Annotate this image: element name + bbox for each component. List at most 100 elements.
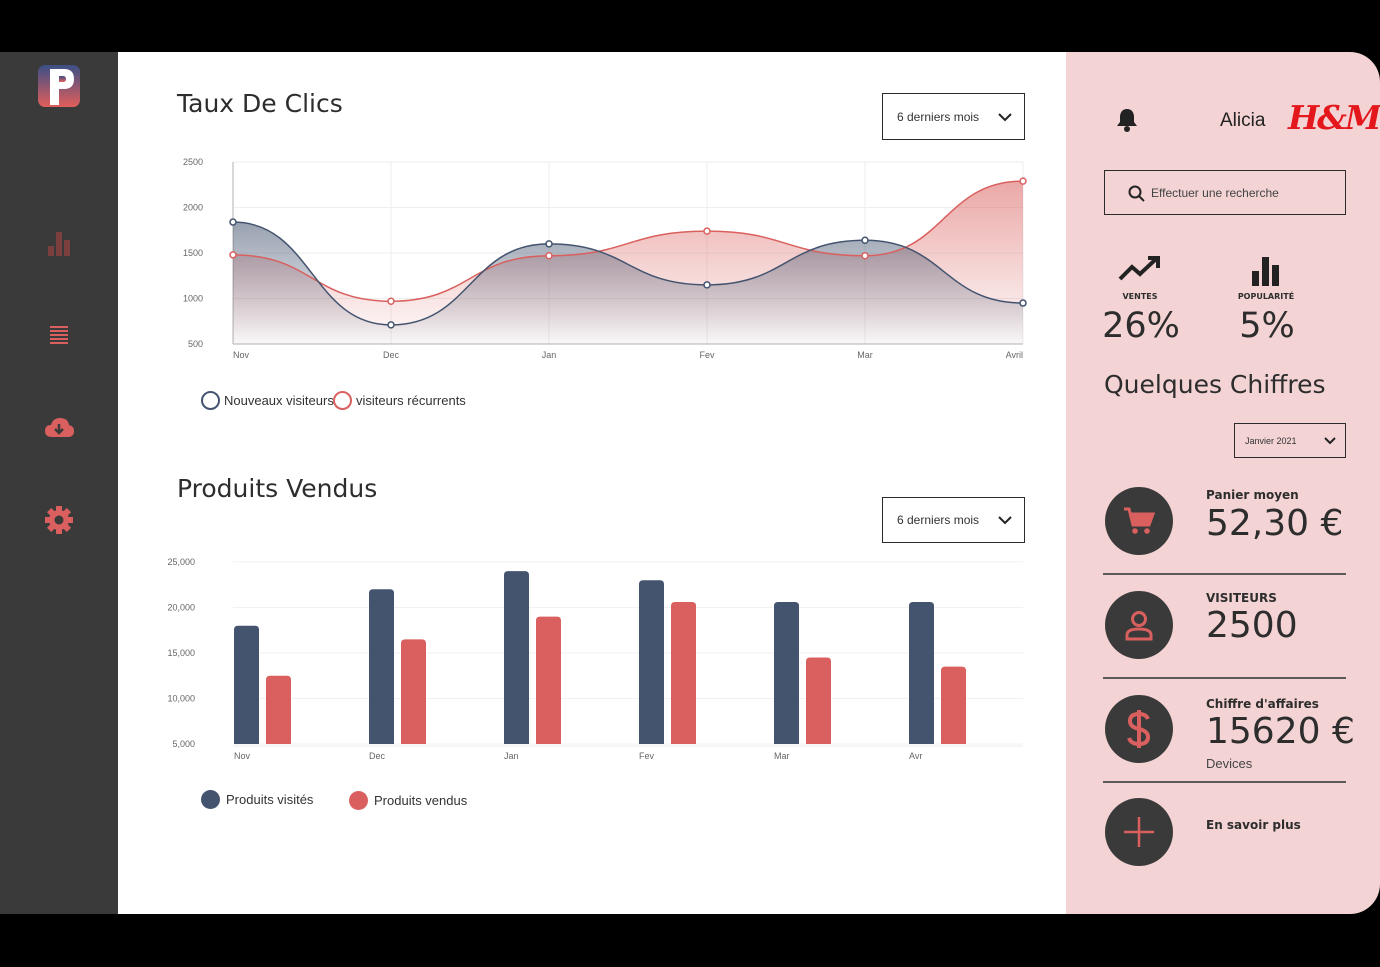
search-icon [1128,185,1145,202]
x-tick-label: Jan [542,350,557,360]
series-area [233,222,1023,344]
dollar-icon-badge [1105,695,1173,763]
clicks-period-select[interactable]: 6 derniers mois [882,93,1025,140]
stat-label: VENTES [1122,292,1158,301]
y-tick-label: 1000 [183,294,203,304]
main-content: Taux De Clics 6 derniers mois 2500 2000 15… [118,52,1066,914]
list-icon[interactable] [43,320,75,352]
legend-marker [349,791,368,810]
y-tick-label: 500 [188,339,203,349]
user-name[interactable]: Alicia [1220,110,1266,131]
bar [806,657,831,744]
y-tick-label: 1500 [183,248,203,258]
legend-returning-visitors[interactable]: visiteurs récurrents [333,391,466,410]
sales-chart-title: Produits Vendus [177,474,378,503]
gear-icon[interactable] [43,504,75,536]
data-point [387,321,395,329]
y-tick-label: 15,000 [167,648,195,658]
legend-label: visiteurs récurrents [356,393,466,408]
data-point [703,281,711,289]
kpi-label: Chiffre d'affaires [1206,697,1319,711]
cart-icon-badge [1105,487,1173,555]
sales-bar-chart: 25,000 20,000 15,000 10,000 5,000 Nov Dec Jan Fe… [167,557,1023,761]
search-placeholder: Effectuer une recherche [1151,185,1279,200]
data-point [387,297,395,305]
series-line [232,180,1024,302]
kpi-sub: Devices [1206,756,1253,771]
search-input[interactable]: Effectuer une recherche [1104,170,1346,215]
x-tick-label: Fev [639,751,655,761]
x-tick-label: Nov [233,350,250,360]
data-point [1019,299,1027,307]
bar-chart-icon[interactable] [43,228,75,260]
x-tick-label: Jan [504,751,519,761]
user-icon-badge [1105,591,1173,659]
divider [1103,573,1346,575]
month-select[interactable]: Janvier 2021 [1234,423,1346,458]
bell-icon[interactable] [1115,107,1139,137]
app-logo[interactable] [38,65,80,107]
user-icon [1125,611,1153,641]
y-tick-label: 20,000 [167,603,195,613]
data-point [703,227,711,235]
x-tick-label: Dec [369,751,386,761]
bar-chart-icon [1250,255,1282,291]
y-tick-label: 25,000 [167,557,195,567]
bar [401,639,426,744]
clicks-period-value: 6 derniers mois [897,109,980,124]
y-tick-label: 2500 [183,157,203,167]
x-tick-label: Fev [699,350,715,360]
data-point [229,251,237,259]
trending-up-icon [1118,255,1162,287]
data-point [861,236,869,245]
x-tick-label: Avr [909,751,922,761]
data-point [545,240,553,248]
data-point [1019,177,1027,185]
kpi-value: 2500 [1206,605,1298,646]
divider [1103,781,1346,783]
chevron-down-icon [1324,436,1336,444]
legend-marker [201,790,220,809]
bar [671,602,696,744]
clicks-area-chart: 2500 2000 1500 1000 500 Nov Dec Jan Fev Mar Avril [183,157,1027,360]
bar [504,571,529,744]
cloud-download-icon[interactable] [43,412,75,444]
legend-new-visitors[interactable]: Nouveaux visiteurs [201,391,334,410]
y-tick-label: 5,000 [172,739,195,749]
plus-icon [1124,817,1154,847]
app-window: Taux De Clics 6 derniers mois 2500 2000 15… [0,52,1380,914]
more-info-label[interactable]: En savoir plus [1206,818,1301,832]
more-info-button[interactable] [1105,798,1173,866]
cart-icon [1124,507,1156,534]
stat-value: 5% [1239,306,1295,346]
sales-period-value: 6 derniers mois [897,513,980,527]
divider [1103,677,1346,679]
legend-label: Produits vendus [374,793,468,808]
x-tick-label: Nov [234,751,251,761]
series-line [232,221,1024,326]
sales-period-select[interactable]: 6 derniers mois [882,497,1025,543]
legend-label: Produits visités [226,792,314,807]
bar [266,675,291,744]
legend-label: Nouveaux visiteurs [224,393,334,408]
bar [639,580,664,744]
sidebar [0,52,118,914]
bar [941,666,966,744]
y-tick-label: 2000 [183,203,203,213]
month-select-value: Janvier 2021 [1245,435,1297,446]
brand-logo: H&M [1288,98,1380,137]
data-point [229,218,237,226]
kpi-label: VISITEURS [1206,591,1277,605]
kpi-label: Panier moyen [1206,488,1299,502]
legend-products-visited[interactable]: Produits visités [201,790,313,809]
right-panel: Alicia H&M Effectuer une recherche VENTE… [1066,52,1380,914]
stat-value: 26% [1102,306,1180,346]
kpi-value: 15620 € [1206,711,1355,752]
dollar-icon [1127,710,1151,748]
bar [774,602,799,744]
legend-products-sold[interactable]: Produits vendus [349,791,467,810]
legend-marker [201,391,220,410]
chevron-down-icon [998,516,1012,525]
stat-label: POPULARITÉ [1237,292,1295,301]
x-tick-label: Mar [857,350,873,360]
